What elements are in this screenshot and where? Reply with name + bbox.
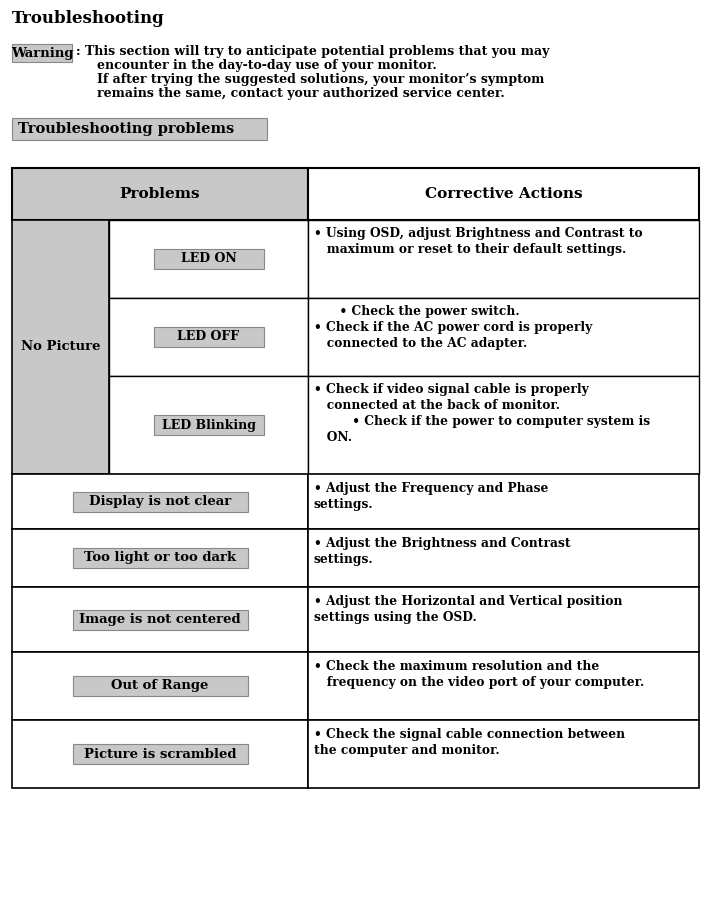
Bar <box>308 587 699 652</box>
Bar <box>154 327 264 347</box>
Bar <box>12 587 308 652</box>
Text: Corrective Actions: Corrective Actions <box>424 187 582 201</box>
Text: • Adjust the Brightness and Contrast
settings.: • Adjust the Brightness and Contrast set… <box>314 537 571 566</box>
Text: Picture is scrambled: Picture is scrambled <box>84 747 236 761</box>
Text: Troubleshooting: Troubleshooting <box>12 10 165 27</box>
Bar <box>308 298 699 376</box>
Text: Image is not centered: Image is not centered <box>79 613 241 626</box>
Text: Out of Range: Out of Range <box>112 679 209 693</box>
Bar <box>73 548 247 568</box>
Bar <box>308 220 699 298</box>
Bar <box>109 298 308 376</box>
Bar <box>154 415 264 435</box>
Text: Warning: Warning <box>11 46 73 60</box>
Text: • Adjust the Frequency and Phase
settings.: • Adjust the Frequency and Phase setting… <box>314 482 548 511</box>
Bar <box>308 168 699 220</box>
Bar <box>12 168 308 220</box>
Bar <box>308 720 699 788</box>
Text: LED ON: LED ON <box>181 252 236 265</box>
Text: • Check if video signal cable is properly
   connected at the back of monitor.
 : • Check if video signal cable is properl… <box>314 383 650 444</box>
Bar <box>154 249 264 269</box>
Text: If after trying the suggested solutions, your monitor’s symptom: If after trying the suggested solutions,… <box>97 73 545 86</box>
Bar <box>73 609 247 629</box>
Bar <box>109 220 308 298</box>
Text: • Adjust the Horizontal and Vertical position
settings using the OSD.: • Adjust the Horizontal and Vertical pos… <box>314 595 623 624</box>
Bar <box>308 529 699 587</box>
Text: • Check the signal cable connection between
the computer and monitor.: • Check the signal cable connection betw… <box>314 728 625 757</box>
Bar <box>109 376 308 474</box>
Text: LED OFF: LED OFF <box>178 331 240 343</box>
Bar <box>73 491 247 511</box>
Bar <box>308 376 699 474</box>
Bar <box>12 652 308 720</box>
Bar <box>308 474 699 529</box>
Bar <box>73 676 247 696</box>
Bar <box>12 720 308 788</box>
Text: Too light or too dark: Too light or too dark <box>84 551 236 565</box>
Text: remains the same, contact your authorized service center.: remains the same, contact your authorize… <box>97 87 505 100</box>
Bar <box>12 44 72 62</box>
Text: • Using OSD, adjust Brightness and Contrast to
   maximum or reset to their defa: • Using OSD, adjust Brightness and Contr… <box>314 227 643 256</box>
Bar <box>12 220 109 474</box>
Text: • Check the power switch.
• Check if the AC power cord is properly
   connected : • Check the power switch. • Check if the… <box>314 305 592 350</box>
Bar <box>12 118 267 140</box>
Text: : This section will try to anticipate potential problems that you may: : This section will try to anticipate po… <box>76 45 550 58</box>
Text: Problems: Problems <box>119 187 201 201</box>
Text: Display is not clear: Display is not clear <box>89 495 231 508</box>
Bar <box>308 652 699 720</box>
Bar <box>12 529 308 587</box>
Bar <box>73 744 247 764</box>
Text: LED Blinking: LED Blinking <box>161 419 255 431</box>
Text: Troubleshooting problems: Troubleshooting problems <box>18 122 234 136</box>
Text: No Picture: No Picture <box>21 340 100 353</box>
Text: • Check the maximum resolution and the
   frequency on the video port of your co: • Check the maximum resolution and the f… <box>314 660 644 689</box>
Text: encounter in the day-to-day use of your monitor.: encounter in the day-to-day use of your … <box>97 59 437 72</box>
Bar <box>12 474 308 529</box>
